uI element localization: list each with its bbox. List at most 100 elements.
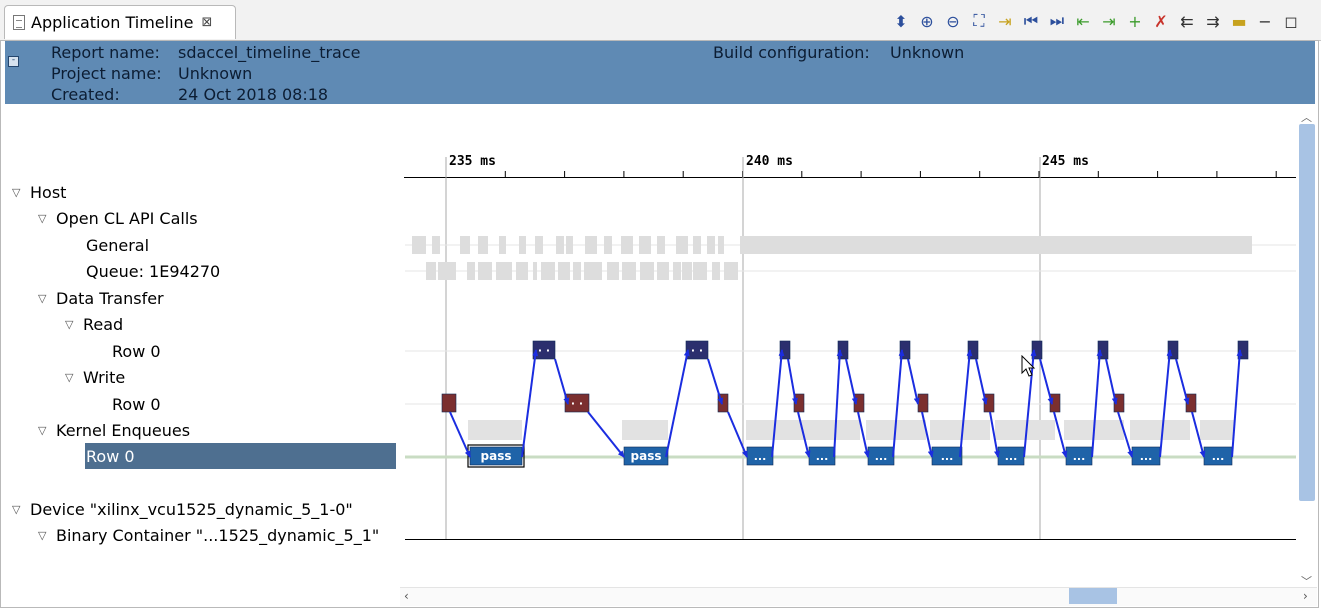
add-marker-icon[interactable]: ⇥ bbox=[998, 11, 1012, 31]
block-body bbox=[853, 393, 865, 413]
api-call-queue bbox=[640, 262, 654, 280]
previous-event-icon[interactable]: ⇤ bbox=[1076, 11, 1090, 31]
kernel-enqueue-block: ... bbox=[1065, 446, 1093, 466]
block-body bbox=[746, 446, 774, 466]
horizontal-scroll-thumb[interactable] bbox=[1069, 588, 1117, 604]
api-call-general bbox=[657, 236, 665, 254]
read-transfer-block bbox=[1167, 340, 1179, 360]
tree-node-host[interactable]: ▽ Host bbox=[12, 180, 66, 204]
block-body bbox=[837, 340, 849, 360]
read-transfer-block bbox=[1097, 340, 1109, 360]
api-call-general bbox=[585, 236, 597, 254]
api-call-general bbox=[566, 236, 573, 254]
horizontal-scrollbar[interactable] bbox=[400, 587, 1317, 606]
vertical-scroll-thumb[interactable] bbox=[1299, 124, 1315, 501]
write-transfer-block: · · bbox=[564, 393, 590, 413]
close-tab-icon[interactable]: ⊠ bbox=[201, 15, 213, 30]
api-call-general bbox=[412, 236, 426, 254]
project-name-value: Unknown bbox=[178, 64, 253, 83]
kernel-busy-region bbox=[1064, 420, 1124, 440]
block-body bbox=[685, 340, 709, 360]
tree-node-queue[interactable]: Queue: 1E94270 bbox=[86, 259, 220, 283]
write-transfer-block bbox=[717, 393, 729, 413]
remove-cursor-icon[interactable]: ✗ bbox=[1154, 11, 1168, 31]
zoom-in-icon[interactable]: ⊕ bbox=[920, 11, 934, 31]
write-transfer-block bbox=[983, 393, 995, 413]
block-label: pass bbox=[481, 449, 512, 463]
kernel-enqueue-block: ... bbox=[997, 446, 1025, 466]
block-label: ... bbox=[941, 450, 954, 463]
block-label: · · bbox=[691, 344, 703, 357]
dependency-arrow bbox=[857, 411, 870, 458]
previous-cursor-icon[interactable]: ⇇ bbox=[1180, 11, 1194, 31]
dependency-arrow bbox=[975, 358, 988, 405]
expand-triangle-icon[interactable]: ▽ bbox=[38, 423, 47, 437]
block-body bbox=[983, 393, 995, 413]
expand-triangle-icon[interactable]: ▽ bbox=[12, 185, 21, 199]
scroll-up-icon[interactable]: ︿ bbox=[1301, 111, 1312, 124]
kernel-enqueue-block: ... bbox=[931, 446, 963, 466]
api-call-queue bbox=[426, 262, 436, 280]
expand-collapse-icon[interactable]: ⬍ bbox=[894, 11, 908, 31]
tick-label-240: 240 ms bbox=[746, 154, 793, 169]
tree-node-opencl-api[interactable]: ▽ Open CL API Calls bbox=[38, 206, 198, 230]
tree-node-device[interactable]: ▽ Device "xilinx_vcu1525_dynamic_5_1-0" bbox=[12, 497, 353, 521]
next-event-icon[interactable]: ⇥ bbox=[1102, 11, 1116, 31]
expand-triangle-icon[interactable]: ▽ bbox=[38, 211, 47, 225]
block-label: ... bbox=[1005, 450, 1018, 463]
dependency-arrow bbox=[797, 411, 811, 458]
collapse-header-icon[interactable]: - bbox=[8, 56, 19, 67]
block-label: ... bbox=[816, 450, 829, 463]
tree-node-kernel-row[interactable]: Row 0 bbox=[86, 444, 135, 468]
dependency-arrow bbox=[921, 411, 934, 458]
block-body bbox=[867, 446, 895, 466]
kernel-enqueue-block: ... bbox=[746, 446, 774, 466]
api-call-general bbox=[604, 236, 612, 254]
scroll-down-icon[interactable]: ﹀ bbox=[1301, 575, 1312, 588]
dependency-arrow bbox=[727, 411, 748, 458]
tree-node-data-transfer[interactable]: ▽ Data Transfer bbox=[38, 286, 164, 310]
expand-triangle-icon[interactable]: ▽ bbox=[38, 291, 47, 305]
tree-node-kernel-enqueues[interactable]: ▽ Kernel Enqueues bbox=[38, 418, 190, 442]
next-cursor-icon[interactable]: ⇉ bbox=[1206, 11, 1220, 31]
tree-node-write-row[interactable]: Row 0 bbox=[112, 392, 161, 416]
api-call-general bbox=[639, 236, 651, 254]
tree-node-read-row[interactable]: Row 0 bbox=[112, 339, 161, 363]
expand-triangle-icon[interactable]: ▽ bbox=[65, 317, 74, 331]
tree-node-general[interactable]: General bbox=[86, 233, 149, 257]
ruler-icon[interactable]: ▬ bbox=[1231, 11, 1247, 31]
expand-triangle-icon[interactable]: ▽ bbox=[38, 528, 47, 542]
tree-label: Row 0 bbox=[86, 446, 135, 466]
read-transfer-block: · · bbox=[685, 340, 709, 360]
api-call-queue bbox=[584, 262, 602, 280]
tab-application-timeline[interactable]: Application Timeline ⊠ bbox=[4, 5, 236, 39]
maximize-icon[interactable]: ◻ bbox=[1284, 11, 1298, 31]
dependency-arrow bbox=[771, 349, 785, 458]
tree-node-binary-container[interactable]: ▽ Binary Container "...1525_dynamic_5_1" bbox=[38, 523, 379, 547]
add-cursor-icon[interactable]: + bbox=[1128, 11, 1142, 31]
kernel-busy-region bbox=[1130, 420, 1190, 440]
minimize-icon[interactable]: − bbox=[1258, 11, 1272, 31]
block-body bbox=[1097, 340, 1109, 360]
created-value: 24 Oct 2018 08:18 bbox=[178, 85, 329, 104]
scroll-right-icon[interactable]: › bbox=[1303, 589, 1308, 603]
kernel-busy-region bbox=[468, 420, 522, 440]
go-to-start-icon[interactable]: ⏮ bbox=[1023, 11, 1039, 30]
expand-triangle-icon[interactable]: ▽ bbox=[12, 502, 21, 516]
zoom-fit-icon[interactable]: ⛶ bbox=[973, 11, 985, 30]
block-label: pass bbox=[631, 449, 662, 463]
api-call-general bbox=[460, 236, 470, 254]
scroll-left-icon[interactable]: ‹ bbox=[404, 589, 409, 603]
api-call-queue bbox=[712, 262, 720, 280]
block-body bbox=[1167, 340, 1179, 360]
dependency-arrow bbox=[959, 349, 973, 458]
block-body bbox=[1203, 446, 1233, 466]
go-to-end-icon[interactable]: ⏭ bbox=[1049, 11, 1065, 30]
block-body bbox=[564, 393, 590, 413]
read-transfer-block bbox=[779, 340, 791, 360]
tree-node-write[interactable]: ▽ Write bbox=[65, 365, 125, 389]
block-body bbox=[793, 393, 805, 413]
zoom-out-icon[interactable]: ⊖ bbox=[946, 11, 960, 31]
expand-triangle-icon[interactable]: ▽ bbox=[65, 370, 74, 384]
tree-node-read[interactable]: ▽ Read bbox=[65, 312, 123, 336]
